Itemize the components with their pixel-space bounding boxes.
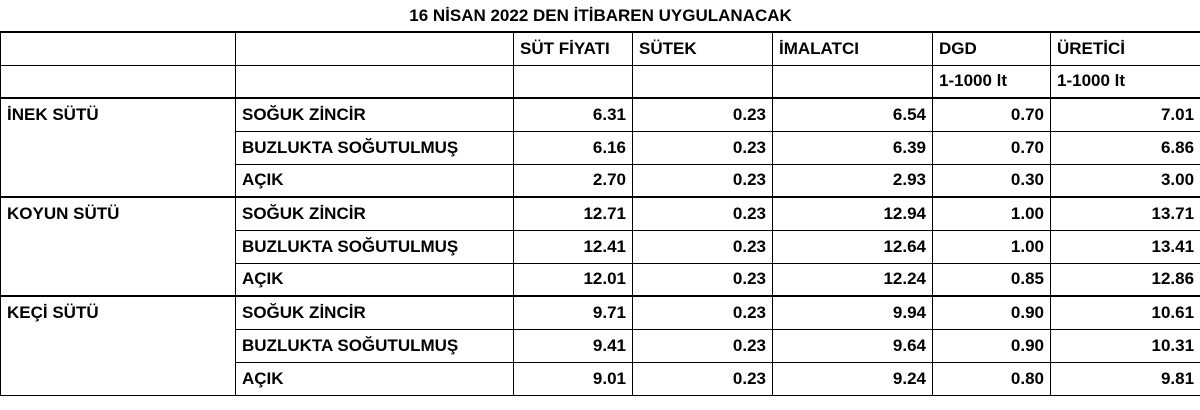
blank-cell (513, 64, 633, 99)
milk-type: BUZLUKTA SOĞUTULMUŞ (235, 130, 514, 165)
price-cell: 12.41 (513, 229, 633, 264)
price-cell: 0.23 (632, 130, 773, 165)
blank-cell (772, 64, 933, 99)
price-cell: 0.70 (932, 97, 1051, 132)
milk-type: BUZLUKTA SOĞUTULMUŞ (235, 328, 514, 363)
price-cell: 0.23 (632, 196, 773, 231)
milk-type: BUZLUKTA SOĞUTULMUŞ (235, 229, 514, 264)
price-cell: 12.94 (772, 196, 933, 231)
table-title: 16 NİSAN 2022 DEN İTİBAREN UYGULANACAK (409, 5, 792, 25)
price-table: 16 NİSAN 2022 DEN İTİBAREN UYGULANACAK S… (0, 0, 1200, 396)
data-row: AÇIK 12.01 0.23 12.24 0.85 12.86 (1, 262, 1200, 297)
price-cell: 0.23 (632, 295, 773, 330)
price-cell: 9.64 (772, 328, 933, 363)
data-row: BUZLUKTA SOĞUTULMUŞ 9.41 0.23 9.64 0.90 10.31 (1, 328, 1200, 363)
price-cell: 9.81 (1049, 361, 1200, 396)
price-cell: 0.23 (632, 328, 773, 363)
blank-cell (235, 31, 514, 66)
price-cell: 0.23 (632, 229, 773, 264)
milk-type: AÇIK (235, 262, 514, 297)
price-cell: 6.39 (772, 130, 933, 165)
title-row: 16 NİSAN 2022 DEN İTİBAREN UYGULANACAK (1, 0, 1200, 32)
data-row: KEÇİ SÜTÜ SOĞUK ZİNCİR 9.71 0.23 9.94 0.90 10.… (0, 295, 1200, 396)
column-header: SÜTEK (632, 31, 773, 66)
price-cell: 2.93 (772, 163, 933, 198)
column-header: İMALATCI (772, 31, 933, 66)
price-cell: 6.16 (513, 130, 633, 165)
blank-cell (0, 31, 236, 66)
milk-type: AÇIK (235, 361, 514, 396)
price-cell: 0.30 (932, 163, 1051, 198)
unit-label: 1-1000 lt (1049, 64, 1200, 99)
price-cell: 9.71 (513, 295, 633, 330)
blank-cell (0, 64, 236, 99)
milk-type: SOĞUK ZİNCİR (235, 97, 514, 132)
price-cell: 1.00 (932, 229, 1051, 264)
animal-label: İNEK SÜTÜ (0, 97, 236, 198)
price-cell: 10.61 (1049, 295, 1200, 330)
blank-cell (632, 64, 773, 99)
price-cell: 0.85 (932, 262, 1051, 297)
price-cell: 2.70 (513, 163, 633, 198)
price-cell: 0.90 (932, 328, 1051, 363)
price-cell: 12.24 (772, 262, 933, 297)
table-body: 16 NİSAN 2022 DEN İTİBAREN UYGULANACAK S… (0, 0, 1200, 396)
price-cell: 10.31 (1049, 328, 1200, 363)
price-cell: 7.01 (1049, 97, 1200, 132)
data-row: AÇIK 9.01 0.23 9.24 0.80 9.81 (1, 361, 1200, 396)
price-cell: 6.54 (772, 97, 933, 132)
animal-label: KOYUN SÜTÜ (0, 196, 236, 297)
price-cell: 12.64 (772, 229, 933, 264)
price-cell: 9.41 (513, 328, 633, 363)
price-cell: 0.23 (632, 361, 773, 396)
price-cell: 9.24 (772, 361, 933, 396)
data-row: BUZLUKTA SOĞUTULMUŞ 6.16 0.23 6.39 0.70 6.86 (1, 130, 1200, 165)
column-header: ÜRETİCİ (1049, 31, 1200, 66)
price-cell: 12.86 (1049, 262, 1200, 297)
price-cell: 0.23 (632, 262, 773, 297)
milk-type: SOĞUK ZİNCİR (235, 196, 514, 231)
column-header: DGD (932, 31, 1051, 66)
header-row: SÜT FİYATI SÜTEK İMALATCI DGD ÜRETİCİ (0, 31, 1200, 66)
price-cell: 0.23 (632, 163, 773, 198)
price-cell: 12.01 (513, 262, 633, 297)
price-cell: 9.94 (772, 295, 933, 330)
data-row: İNEK SÜTÜ SOĞUK ZİNCİR 6.31 0.23 6.54 0.70 7.0… (0, 97, 1200, 198)
price-cell: 3.00 (1049, 163, 1200, 198)
column-header: SÜT FİYATI (513, 31, 633, 66)
price-cell: 12.71 (513, 196, 633, 231)
price-cell: 9.01 (513, 361, 633, 396)
price-cell: 0.80 (932, 361, 1051, 396)
data-row: KOYUN SÜTÜ SOĞUK ZİNCİR 12.71 0.23 12.94 1.00… (0, 196, 1200, 297)
unit-row: 1-1000 lt 1-1000 lt (0, 64, 1200, 99)
animal-label: KEÇİ SÜTÜ (0, 295, 236, 396)
price-cell: 0.90 (932, 295, 1051, 330)
price-cell: 0.23 (632, 97, 773, 132)
data-row: BUZLUKTA SOĞUTULMUŞ 12.41 0.23 12.64 1.00 13.… (1, 229, 1200, 264)
price-cell: 6.86 (1049, 130, 1200, 165)
blank-cell (235, 64, 514, 99)
price-cell: 6.31 (513, 97, 633, 132)
price-cell: 13.41 (1049, 229, 1200, 264)
data-row: AÇIK 2.70 0.23 2.93 0.30 3.00 (1, 163, 1200, 198)
unit-label: 1-1000 lt (932, 64, 1051, 99)
price-cell: 0.70 (932, 130, 1051, 165)
milk-type: SOĞUK ZİNCİR (235, 295, 514, 330)
milk-type: AÇIK (235, 163, 514, 198)
price-cell: 1.00 (932, 196, 1051, 231)
price-cell: 13.71 (1049, 196, 1200, 231)
